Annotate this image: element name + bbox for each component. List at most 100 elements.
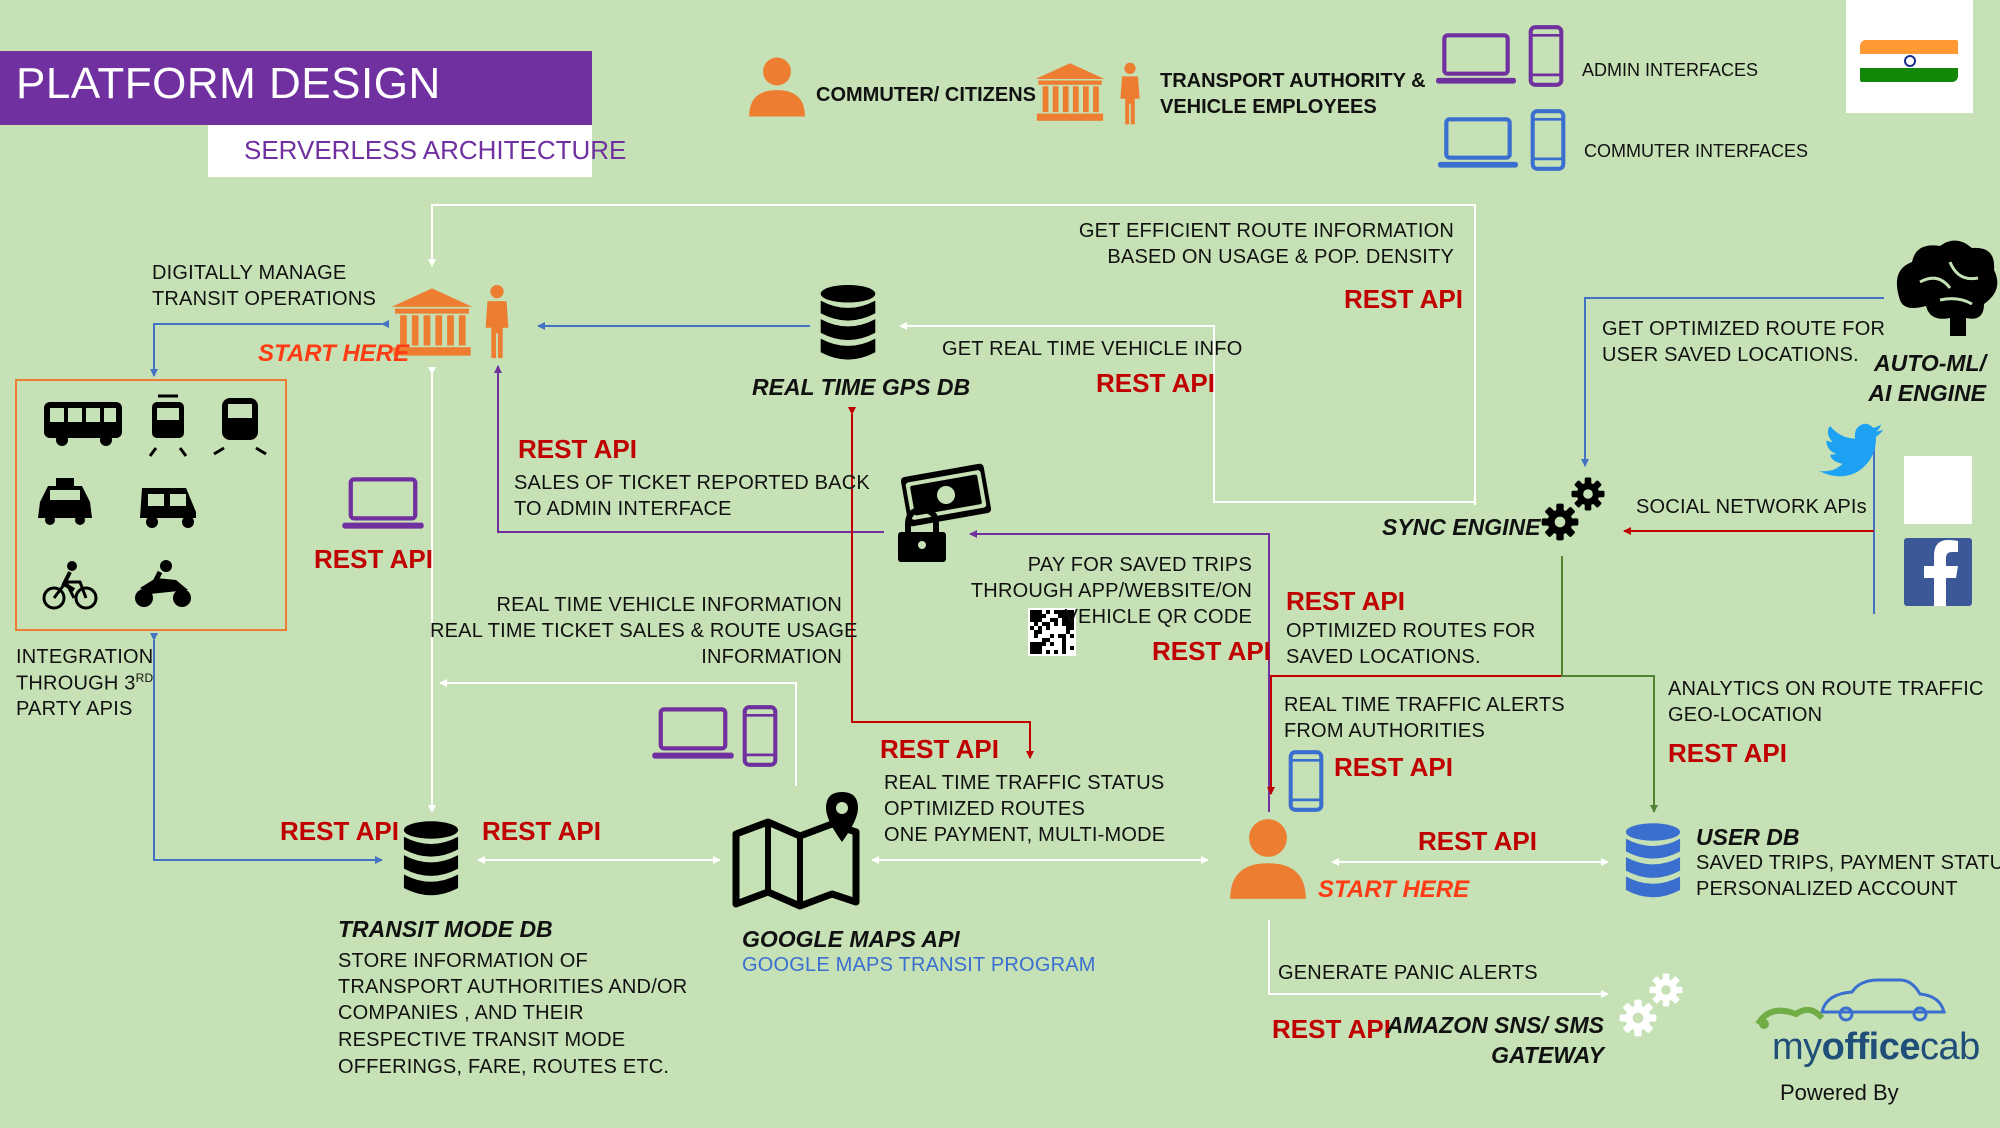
map-pin-icon (732, 792, 860, 910)
person-icon (1120, 62, 1140, 125)
desc-traffic-status-1: REAL TIME TRAFFIC STATUS (884, 772, 1165, 794)
brand-logo-a: my (1772, 1026, 1822, 1068)
rest-api-optimized-routes: REST API (1286, 586, 1405, 616)
desc-transit-store-2: TRANSPORT AUTHORITIES AND/OR (338, 976, 688, 998)
train-icon (213, 398, 267, 456)
car-logo-icon (1755, 978, 1946, 1029)
desc-analytics-1: ANALYTICS ON ROUTE TRAFFIC (1668, 678, 1984, 700)
mobile-phone-icon (1531, 27, 1562, 85)
auto-rickshaw-icon (140, 488, 196, 528)
desc-social: SOCIAL NETWORK APIs (1636, 496, 1867, 518)
brand-logo-b: cab (1920, 1026, 1980, 1068)
rest-api-pay: REST API (1152, 636, 1271, 666)
gears-icon (1541, 477, 1605, 541)
node-ai-engine-1: AUTO-ML/ (1873, 350, 1986, 376)
desc-pay-2: THROUGH APP/WEBSITE/ON (970, 580, 1252, 602)
motorbike-icon (135, 560, 191, 607)
desc-analytics-2: GEO-LOCATION (1668, 704, 1823, 726)
desc-realtime-info-2: REAL TIME TICKET SALES & ROUTE USAGE (430, 620, 858, 642)
desc-pay-3: VEHICLE QR CODE (1064, 606, 1252, 628)
laptop-icon (1438, 119, 1518, 167)
desc-manage-2: TRANSIT OPERATIONS (152, 288, 377, 310)
legend-commuter-interfaces: COMMUTER INTERFACES (1584, 141, 1809, 161)
mobile-phone-icon (1533, 111, 1564, 169)
desc-optimized-routes-1: OPTIMIZED ROUTES FOR (1286, 620, 1536, 642)
desc-traffic-alerts-2: FROM AUTHORITIES (1284, 720, 1485, 742)
india-flag-icon (1846, 0, 1973, 113)
legend-authority-line2: VEHICLE EMPLOYEES (1160, 96, 1377, 118)
tram-icon (148, 394, 188, 457)
line-sync-to-gps (899, 322, 1475, 503)
desc-vehicle-info: GET REAL TIME VEHICLE INFO (942, 338, 1243, 360)
line-gps-to-maps (848, 407, 1034, 759)
laptop-icon (1436, 35, 1516, 83)
desc-integration-1: INTEGRATION (16, 646, 154, 668)
rest-api-panic: REST API (1272, 1014, 1391, 1044)
rest-api-traffic-alerts: REST API (1334, 752, 1453, 782)
rest-api-transit-box-db: REST API (280, 816, 399, 846)
title-banner: PLATFORM DESIGN (0, 51, 592, 125)
node-gps-db: REAL TIME GPS DB (752, 374, 971, 400)
legend-commuter: COMMUTER/ CITIZENS (816, 84, 1036, 106)
laptop-icon (342, 479, 423, 528)
bus-icon (44, 402, 122, 446)
rest-api-vehicle-info: REST API (1096, 368, 1215, 398)
desc-transit-store-4: RESPECTIVE TRANSIT MODE (338, 1029, 626, 1051)
qr-code-icon (1028, 608, 1076, 656)
desc-realtime-info-3: INFORMATION (701, 646, 842, 668)
person-icon (749, 57, 805, 117)
line-maps-to-authority-realtime (439, 679, 797, 786)
node-sync-engine: SYNC ENGINE (1382, 514, 1541, 540)
powered-by: Powered By (1780, 1080, 1899, 1105)
mobile-phone-icon (1291, 752, 1322, 810)
line-cash-to-authority (494, 365, 884, 533)
desc-optimized-saved-2: USER SAVED LOCATIONS. (1602, 344, 1859, 366)
page-title: PLATFORM DESIGN (16, 59, 441, 108)
line-transit-box-to-db (150, 633, 383, 864)
twitter-icon (1819, 423, 1972, 524)
facebook-icon (1904, 538, 1972, 606)
rest-api-commuter-userdb: REST API (1418, 826, 1537, 856)
desc-ticket-sales-2: TO ADMIN INTERFACE (514, 498, 732, 520)
rest-api-ticket-sales: REST API (518, 434, 637, 464)
line-ai-to-sync (1581, 297, 1884, 467)
node-ai-engine-2: AI ENGINE (1868, 380, 1986, 406)
desc-integration-3: PARTY APIS (16, 698, 133, 720)
desc-traffic-status-3: ONE PAYMENT, MULTI-MODE (884, 824, 1166, 846)
desc-userdb-2: PERSONALIZED ACCOUNT (1696, 878, 1958, 900)
person-icon (1230, 819, 1306, 899)
rest-api-gps-maps: REST API (880, 734, 999, 764)
line-sync-to-commuter (1267, 675, 1562, 795)
desc-traffic-alerts-1: REAL TIME TRAFFIC ALERTS (1284, 694, 1565, 716)
database-icon (820, 284, 876, 360)
node-amazon-1: AMAZON SNS/ SMS (1386, 1012, 1604, 1038)
desc-efficient-1: GET EFFICIENT ROUTE INFORMATION (1078, 220, 1454, 242)
desc-optimized-routes-2: SAVED LOCATIONS. (1286, 646, 1481, 668)
database-icon (403, 821, 459, 896)
line-sync-to-authority (428, 204, 1476, 505)
person-icon (485, 284, 509, 359)
legend-admin: ADMIN INTERFACES (1582, 60, 1759, 80)
desc-optimized-saved-1: GET OPTIMIZED ROUTE FOR (1602, 318, 1886, 340)
laptop-icon (652, 709, 733, 758)
desc-transit-store-3: COMPANIES , AND THEIR (338, 1002, 584, 1024)
rest-api-admin-laptop: REST API (314, 544, 433, 574)
desc-ticket-sales-1: SALES OF TICKET REPORTED BACK (514, 472, 870, 494)
line-commuter-to-cash (969, 530, 1270, 812)
node-user-db: USER DB (1696, 824, 1800, 850)
brain-icon (1896, 240, 1998, 336)
desc-traffic-status-2: OPTIMIZED ROUTES (884, 798, 1085, 820)
rest-api-transitdb-maps: REST API (482, 816, 601, 846)
desc-pay-1: PAY FOR SAVED TRIPS (1027, 554, 1252, 576)
taxi-icon (38, 478, 92, 525)
brand-logo: myofficecab (1772, 1026, 1980, 1069)
start-here-authority: START HERE (258, 340, 410, 367)
desc-transit-store-1: STORE INFORMATION OF (338, 950, 588, 972)
desc-integration-2-sup: RD (135, 671, 154, 685)
desc-userdb-1: SAVED TRIPS, PAYMENT STATUS (1696, 852, 2000, 874)
mobile-phone-icon (745, 707, 776, 765)
rest-api-efficient: REST API (1344, 284, 1463, 314)
transit-modes-box (15, 379, 287, 631)
node-google-maps: GOOGLE MAPS API (742, 926, 960, 952)
